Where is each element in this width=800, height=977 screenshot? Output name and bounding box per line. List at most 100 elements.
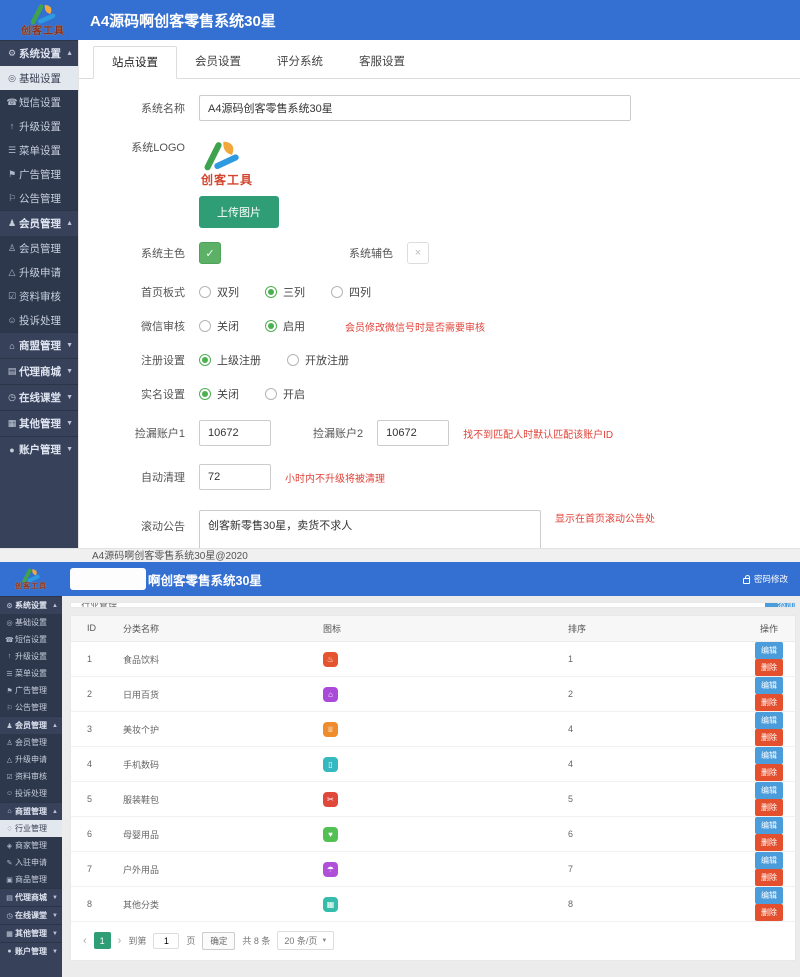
radio-option[interactable]: 开启 — [265, 386, 305, 402]
sidebar-item[interactable]: ☰ 菜单设置 — [0, 138, 78, 162]
delete-button[interactable]: 删除 — [755, 659, 783, 676]
sidebar-item[interactable]: ↑ 升级设置 — [0, 648, 62, 665]
sidebar-section[interactable]: ● 账户管理 ▼ — [0, 942, 62, 960]
leak-account1-input[interactable] — [199, 420, 271, 446]
sidebar-item[interactable]: ♙ 会员管理 — [0, 734, 62, 751]
sidebar-item[interactable]: ☺ 投诉处理 — [0, 785, 62, 802]
radio-option[interactable]: 双列 — [199, 284, 239, 300]
sidebar-section[interactable]: ◷ 在线课堂 ▼ — [0, 384, 78, 410]
radio-options: 关闭 启用 — [199, 318, 331, 334]
primary-color-swatch[interactable]: ✓ — [199, 242, 221, 264]
edit-button[interactable]: 编辑 — [755, 887, 783, 904]
auto-clean-input[interactable] — [199, 464, 271, 490]
sidebar-section[interactable]: ⚙ 系统设置 ▲ — [0, 596, 62, 614]
radio-option[interactable]: 关闭 — [199, 318, 239, 334]
sidebar-item[interactable]: ⚐ 公告管理 — [0, 186, 78, 210]
sidebar-item[interactable]: △ 升级申请 — [0, 260, 78, 284]
sidebar-section[interactable]: ▤ 代理商城 ▼ — [0, 888, 62, 906]
radio-option[interactable]: 关闭 — [199, 386, 239, 402]
current-page-button[interactable]: 1 — [93, 932, 111, 949]
sidebar-item[interactable]: ↑ 升级设置 — [0, 114, 78, 138]
main-body: ⚙ 系统设置 ▲ ◎ 基础设置 ☎ 短信设置 ↑ 升级设置 ☰ 菜单设置 ⚑ 广… — [0, 40, 800, 548]
delete-button[interactable]: 删除 — [755, 694, 783, 711]
theme-color-row: 系统主色 ✓ 系统辅色 × — [105, 242, 800, 264]
sidebar-section[interactable]: ▦ 其他管理 ▼ — [0, 410, 78, 436]
prev-page-button[interactable]: ‹ — [83, 934, 87, 947]
next-page-button[interactable]: › — [117, 934, 122, 947]
secondary-color-swatch[interactable]: × — [407, 242, 429, 264]
leak-account2-input[interactable] — [377, 420, 450, 446]
sidebar-section[interactable]: ⚙ 系统设置 ▲ — [0, 40, 78, 66]
change-password-link[interactable]: 密码修改 — [742, 573, 788, 585]
sidebar-item[interactable]: ◎ 基础设置 — [0, 614, 62, 631]
edit-button[interactable]: 编辑 — [755, 712, 783, 729]
field-note: 会员修改微信号时是否需要审核 — [345, 322, 485, 334]
edit-button[interactable]: 编辑 — [755, 677, 783, 694]
sidebar-section[interactable]: ▦ 其他管理 ▼ — [0, 924, 62, 942]
radio-option[interactable]: 上级注册 — [199, 352, 261, 368]
radio-option[interactable]: 四列 — [331, 284, 371, 300]
delete-button[interactable]: 删除 — [755, 904, 783, 921]
radio-option[interactable]: 开放注册 — [287, 352, 349, 368]
sidebar-section[interactable]: ♟ 会员管理 ▲ — [0, 210, 78, 236]
sidebar-section[interactable]: ⌂ 商盟管理 ▼ — [0, 332, 78, 358]
sidebar-section-label: 商盟管理 — [19, 340, 61, 352]
tab[interactable]: 站点设置 — [93, 46, 177, 79]
delete-button[interactable]: 删除 — [755, 834, 783, 851]
delete-button[interactable]: 删除 — [755, 764, 783, 781]
sidebar-item[interactable]: ◎ 基础设置 — [0, 66, 78, 90]
delete-button[interactable]: 删除 — [755, 799, 783, 816]
edit-button[interactable]: 编辑 — [755, 817, 783, 834]
scroll-notice-textarea[interactable]: 创客新零售30星，卖货不求人 — [199, 510, 541, 548]
level-up-icon: △ — [8, 266, 16, 277]
add-button[interactable]: 添加 — [764, 602, 795, 607]
sidebar-item[interactable]: ☑ 资料审核 — [0, 284, 78, 308]
radio-row: 实名设置 关闭 开启 — [105, 386, 800, 402]
per-page-select[interactable]: 20 条/页 ▼ — [277, 931, 335, 950]
sidebar-item[interactable]: ◈ 商家管理 — [0, 837, 62, 854]
edit-button[interactable]: 编辑 — [755, 852, 783, 869]
cell-sort: 1 — [558, 641, 743, 677]
sidebar-item[interactable]: ♢ 行业管理 — [0, 820, 62, 837]
baby-icon: ♥ — [323, 826, 338, 842]
sidebar-item[interactable]: ☎ 短信设置 — [0, 631, 62, 648]
sidebar-item[interactable]: ✎ 入驻申请 — [0, 854, 62, 871]
sidebar-section[interactable]: ◷ 在线课堂 ▼ — [0, 906, 62, 924]
delete-button[interactable]: 删除 — [755, 729, 783, 746]
tab[interactable]: 评分系统 — [277, 56, 323, 68]
system-name-input[interactable] — [199, 95, 631, 121]
goto-page-input[interactable] — [153, 932, 180, 949]
sidebar-item[interactable]: ☰ 菜单设置 — [0, 665, 62, 682]
sidebar-item[interactable]: ▣ 商品管理 — [0, 871, 62, 888]
column-header: 图标 — [313, 615, 558, 642]
sidebar-section[interactable]: ▤ 代理商城 ▼ — [0, 358, 78, 384]
confirm-page-button[interactable]: 确定 — [202, 931, 236, 950]
sidebar-section-label: 商盟管理 — [15, 807, 47, 816]
app-header: 创客工具 啊创客零售系统30星 密码修改 — [0, 562, 800, 596]
sidebar-item[interactable]: ☎ 短信设置 — [0, 90, 78, 114]
sidebar-item[interactable]: ♙ 会员管理 — [0, 236, 78, 260]
tab[interactable]: 客服设置 — [359, 56, 405, 68]
tab[interactable]: 会员设置 — [195, 56, 241, 68]
sidebar-section[interactable]: ♟ 会员管理 ▲ — [0, 716, 62, 734]
cell-icon: ▦ — [313, 886, 558, 922]
sidebar-section[interactable]: ● 账户管理 ▼ — [0, 436, 78, 462]
sidebar-item[interactable]: ⚑ 广告管理 — [0, 162, 78, 186]
edit-button[interactable]: 编辑 — [755, 747, 783, 764]
sidebar-item[interactable]: ⚐ 公告管理 — [0, 699, 62, 716]
table-row: 3 美妆个护 ♕ 4 编辑 删除 — [71, 711, 795, 747]
edit-button[interactable]: 编辑 — [755, 782, 783, 799]
radio-option[interactable]: 启用 — [265, 318, 305, 334]
delete-button[interactable]: 删除 — [755, 869, 783, 886]
sidebar-item[interactable]: ⚑ 广告管理 — [0, 682, 62, 699]
table-row: 4 手机数码 ▯ 4 编辑 删除 — [71, 746, 795, 782]
sidebar-section[interactable]: ⌂ 商盟管理 ▲ — [0, 802, 62, 820]
radio-option[interactable]: 三列 — [265, 284, 305, 300]
user-icon: ♟ — [7, 218, 17, 228]
sidebar-item[interactable]: ☺ 投诉处理 — [0, 308, 78, 332]
upload-image-button[interactable]: 上传图片 — [199, 196, 279, 228]
edit-button[interactable]: 编辑 — [755, 642, 783, 659]
sidebar-item[interactable]: △ 升级申请 — [0, 751, 62, 768]
cell-category-name: 户外用品 — [113, 851, 313, 887]
sidebar-item[interactable]: ☑ 资料审核 — [0, 768, 62, 785]
